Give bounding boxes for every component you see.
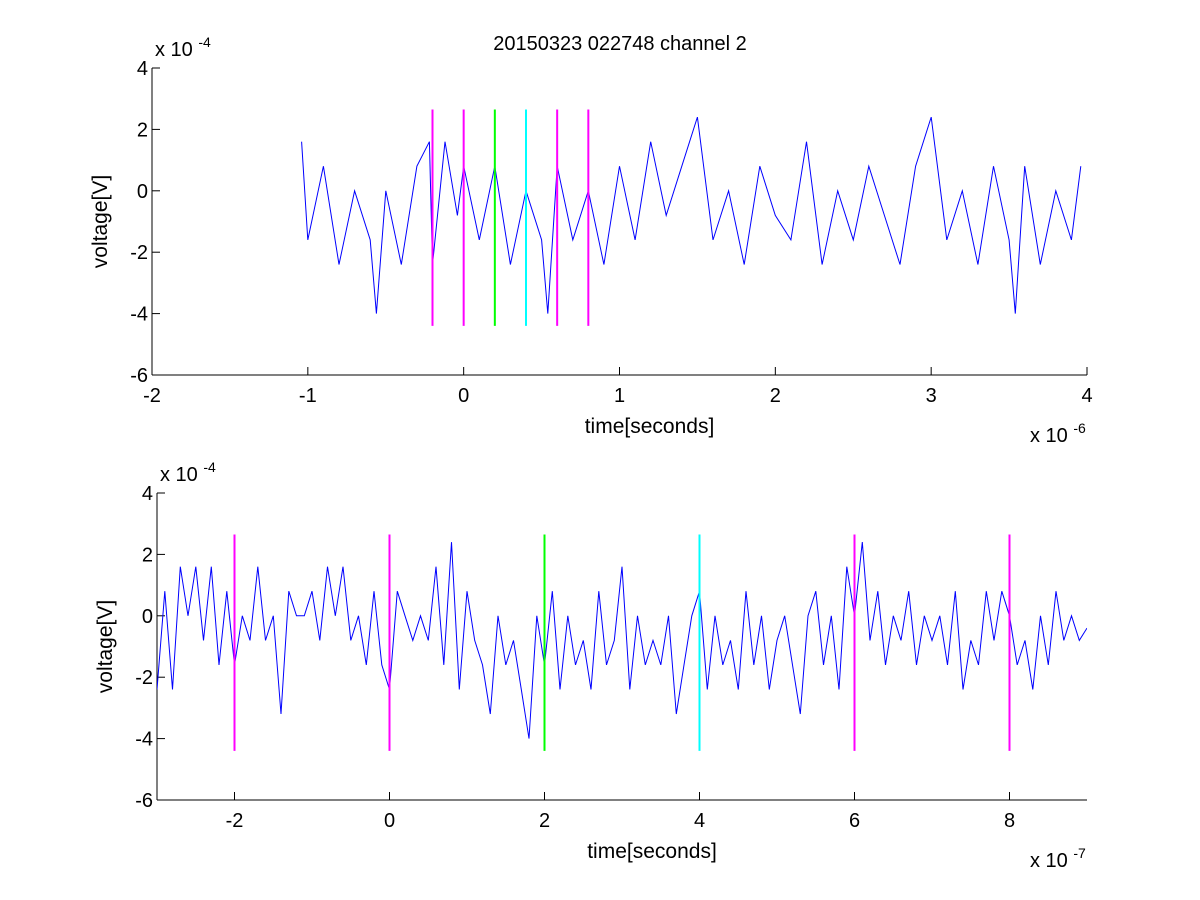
signal-series-line bbox=[157, 542, 1087, 739]
x-tick-label: 8 bbox=[1004, 810, 1015, 832]
x-axis-label: time[seconds] bbox=[587, 840, 717, 863]
x-exponent: -7 bbox=[1073, 845, 1086, 861]
x-tick-label: -2 bbox=[226, 810, 244, 832]
x-tick-label: 1 bbox=[614, 385, 625, 407]
y-tick-label: 4 bbox=[137, 58, 148, 80]
x-tick-label: 0 bbox=[384, 810, 395, 832]
plot-area bbox=[157, 534, 1087, 751]
subplot-1: -2 -1 0 1 2 3 4 -6 -4 -2 0 2 4 time[seconds] voltage[V… bbox=[89, 34, 1093, 447]
y-exponent: -4 bbox=[198, 34, 211, 50]
figure-title: 20150323 022748 channel 2 bbox=[493, 33, 747, 55]
x-axis-label: time[seconds] bbox=[585, 415, 715, 438]
y-axis-label: voltage[V] bbox=[94, 600, 117, 693]
x-tick-label: 2 bbox=[539, 810, 550, 832]
subplot-2: -2 0 2 4 6 8-6-4-2024time[seconds]voltage[V]x… bbox=[94, 459, 1087, 872]
y-tick-label: 2 bbox=[137, 119, 148, 141]
y-axis-label: voltage[V] bbox=[89, 175, 112, 268]
x-tick-label: 3 bbox=[926, 385, 937, 407]
x-tick-label: -2 bbox=[143, 385, 161, 407]
y-tick-label: 4 bbox=[142, 483, 153, 505]
signal-series-line bbox=[301, 116, 1082, 314]
x-tick-label: 0 bbox=[458, 385, 469, 407]
y-exponent: -4 bbox=[203, 459, 216, 475]
plots-group: -2 -1 0 1 2 3 4 -6 -4 -2 0 2 4 time[seconds] voltage[V… bbox=[89, 34, 1093, 872]
y-tick-label: -4 bbox=[130, 304, 148, 326]
x-exponent: -6 bbox=[1073, 420, 1086, 436]
y-tick-label: 2 bbox=[142, 544, 153, 566]
y-tick-label: 0 bbox=[137, 181, 148, 203]
plot-area bbox=[301, 109, 1082, 326]
y-tick-label: -2 bbox=[135, 667, 153, 689]
y-tick-label: -2 bbox=[130, 242, 148, 264]
y-tick-label: -6 bbox=[135, 790, 153, 812]
y-tick-label: -4 bbox=[135, 729, 153, 751]
x-tick-label: 2 bbox=[770, 385, 781, 407]
x-tick-label: 4 bbox=[1081, 385, 1092, 407]
y-tick-label: -6 bbox=[130, 365, 148, 387]
x-tick-label: 6 bbox=[849, 810, 860, 832]
x-tick-label: -1 bbox=[299, 385, 317, 407]
y-tick-label: 0 bbox=[142, 606, 153, 628]
x-tick-label: 4 bbox=[694, 810, 705, 832]
